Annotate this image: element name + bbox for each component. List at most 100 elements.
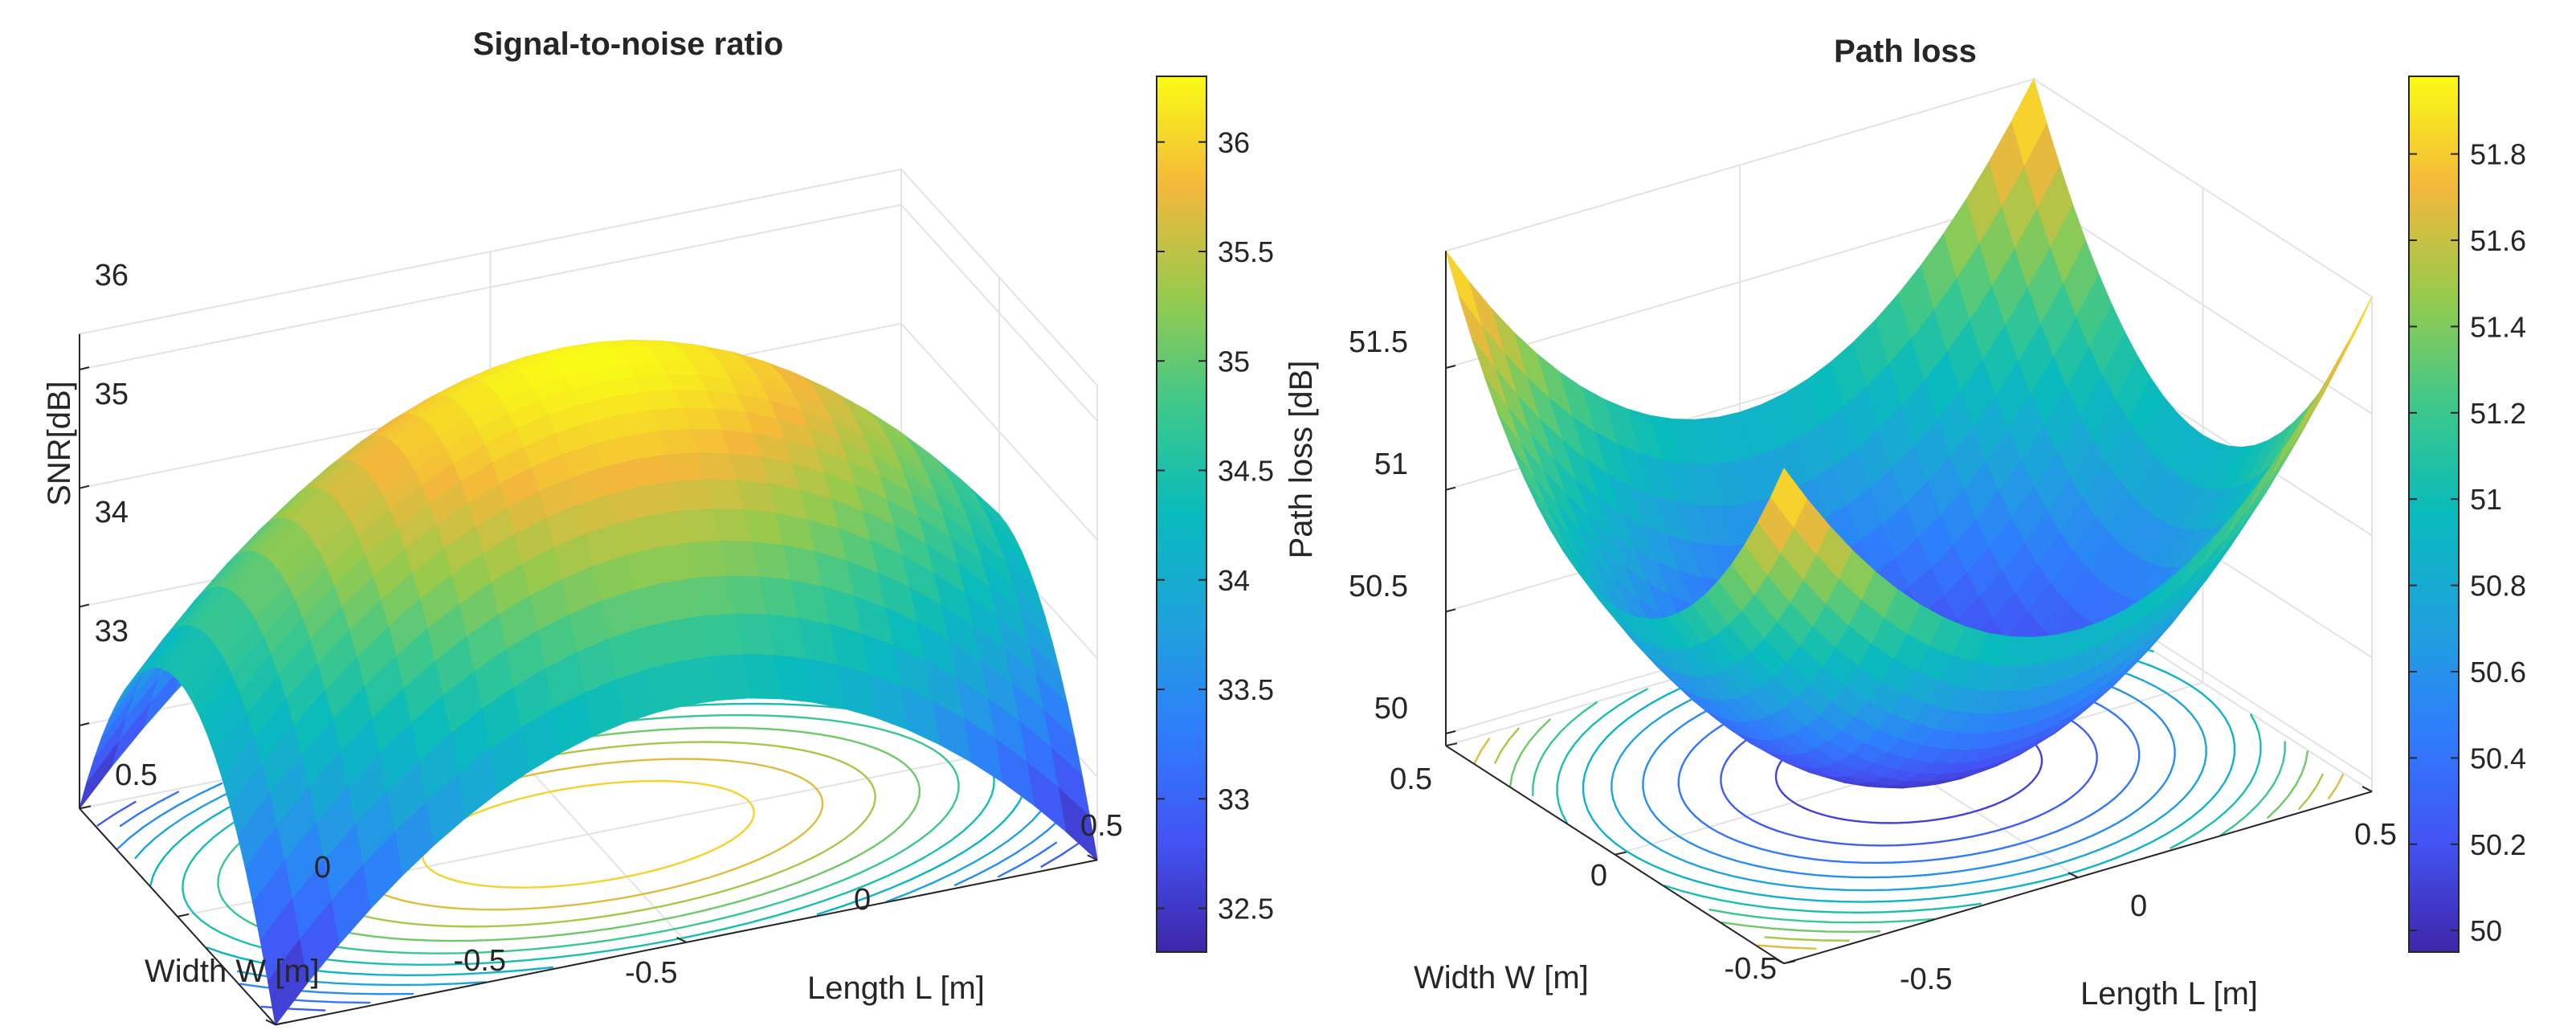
colorbar-tick-label: 51 — [2470, 483, 2502, 516]
contour-line — [116, 782, 223, 850]
contour-line — [2297, 773, 2325, 811]
snr-axes — [79, 333, 1098, 1026]
snr-z-tick: 33 — [95, 615, 129, 648]
contour-line — [182, 702, 995, 967]
x-tick-mark — [1087, 854, 1098, 861]
pathloss-z-tick: 50.5 — [1349, 570, 1408, 603]
snr-y-tick: -0.5 — [454, 944, 506, 978]
contour-line — [217, 713, 960, 954]
pathloss-ylabel: Width W [m] — [1414, 960, 1589, 995]
colorbar-tick-label: 32.5 — [1218, 893, 1274, 926]
contour-line — [1764, 936, 1850, 942]
z-tick-mark — [1445, 486, 1456, 491]
surface-patch — [1770, 468, 1807, 528]
contour-line — [1556, 688, 1648, 824]
colorbar-tick-label: 50.8 — [2470, 570, 2526, 603]
colorbar-tick-label: 50.4 — [2470, 742, 2526, 775]
y-tick-mark — [79, 805, 92, 810]
colorbar-tick-label: 51.2 — [2470, 397, 2526, 430]
pathloss-axes — [1445, 251, 2373, 965]
colorbar-tick-label: 51.4 — [2470, 310, 2526, 343]
z-tick-mark — [79, 366, 90, 370]
pathloss-colorbar-ticks: 50 50.2 50.4 50.6 50.8 51 51.2 51.4 51.6 51.8 — [2409, 138, 2526, 947]
snr-z-tick: 34 — [95, 496, 129, 529]
contour-line — [885, 809, 1043, 903]
pathloss-panel: Path loss 50 50.5 51 51.5 -0.5 0 0.5 -0.… — [1284, 34, 2526, 1012]
surface-patch — [1445, 251, 1482, 327]
contour-line — [119, 791, 180, 828]
z-tick-mark — [1445, 608, 1456, 613]
colorbar-tick-label: 34 — [1218, 564, 1250, 597]
pathloss-y-tick: 0.5 — [1390, 762, 1432, 796]
contour-line — [96, 800, 137, 828]
contour-line — [2170, 713, 2262, 850]
snr-colorbar — [1156, 76, 1207, 953]
snr-ylabel: Width W [m] — [145, 954, 320, 989]
contour-line — [2327, 773, 2345, 800]
x-tick-mark — [2068, 872, 2079, 879]
colorbar-tick-label: 50.2 — [2470, 828, 2526, 861]
colorbar-tick-label: 51.8 — [2470, 138, 2526, 171]
x-tick-mark — [2362, 786, 2373, 793]
contour-line — [260, 1005, 326, 1012]
contour-line — [1757, 944, 1817, 950]
pathloss-x-tick: 0 — [2130, 889, 2147, 923]
surface-patch — [267, 938, 308, 1026]
snr-xlabel: Length L [m] — [807, 971, 985, 1006]
pathloss-z-tick: 50 — [1374, 692, 1408, 725]
pathloss-colorbar — [2408, 76, 2460, 953]
y-tick-mark — [1783, 960, 1796, 965]
contour-line — [1040, 841, 1080, 869]
pathloss-x-tick: -0.5 — [1900, 963, 1952, 996]
y-tick-mark — [1445, 742, 1458, 747]
snr-z-tick: 36 — [95, 259, 129, 292]
y-tick-mark — [177, 913, 190, 918]
colorbar-tick-label: 33 — [1218, 783, 1250, 815]
contour-line — [206, 946, 553, 977]
snr-zlabel: SNR[dB] — [42, 381, 77, 506]
pathloss-z-tick: 51 — [1374, 448, 1408, 481]
pathloss-x-tick: 0.5 — [2354, 818, 2397, 852]
surface-patch — [2313, 339, 2350, 409]
y-tick-mark — [275, 1021, 288, 1026]
surface-patch — [2290, 379, 2328, 447]
x-tick-mark — [265, 1019, 276, 1026]
x-tick-mark — [676, 936, 687, 943]
contour-line — [1721, 921, 1881, 934]
pathloss-y-tick: 0 — [1590, 859, 1607, 893]
z-tick-mark — [79, 722, 90, 726]
contour-line — [1664, 885, 1982, 914]
snr-title: Signal-to-noise ratio — [473, 27, 784, 62]
contour-line — [422, 779, 755, 889]
contour-line — [2266, 750, 2309, 820]
snr-panel: Signal-to-noise ratio 33 34 35 36 -0.5 0… — [42, 27, 1274, 1026]
colorbar-tick-label: 35 — [1218, 345, 1250, 378]
contour-line — [953, 819, 1060, 887]
pathloss-zlabel: Path loss [dB] — [1284, 361, 1319, 559]
colorbar-tick-label: 50.6 — [2470, 656, 2526, 689]
contour-line — [1532, 701, 1598, 796]
y-tick-mark — [1615, 851, 1627, 856]
colorbar-tick-label: 34.5 — [1218, 455, 1274, 488]
z-tick-mark — [79, 484, 90, 489]
contour-line — [2219, 741, 2286, 836]
z-tick-mark — [1445, 365, 1456, 369]
snr-x-tick: -0.5 — [625, 956, 677, 990]
contour-line — [1473, 738, 1491, 764]
contour-line — [1493, 727, 1521, 764]
z-tick-mark — [1445, 730, 1456, 734]
contour-line — [997, 841, 1058, 878]
pathloss-surface — [1445, 77, 2373, 789]
colorbar-tick-label: 50 — [2470, 914, 2502, 947]
contour-line — [1708, 908, 1935, 924]
z-tick-mark — [79, 603, 90, 608]
pathloss-z-tick: 51.5 — [1349, 325, 1408, 359]
snr-x-tick: 0 — [854, 883, 871, 917]
pathloss-xlabel: Length L [m] — [2080, 976, 2258, 1012]
x-tick-mark — [1774, 958, 1785, 965]
snr-y-tick: 0 — [314, 851, 331, 885]
pathloss-y-tick: -0.5 — [1725, 952, 1777, 986]
contour-line — [1508, 718, 1552, 787]
snr-y-tick: 0.5 — [115, 758, 157, 792]
